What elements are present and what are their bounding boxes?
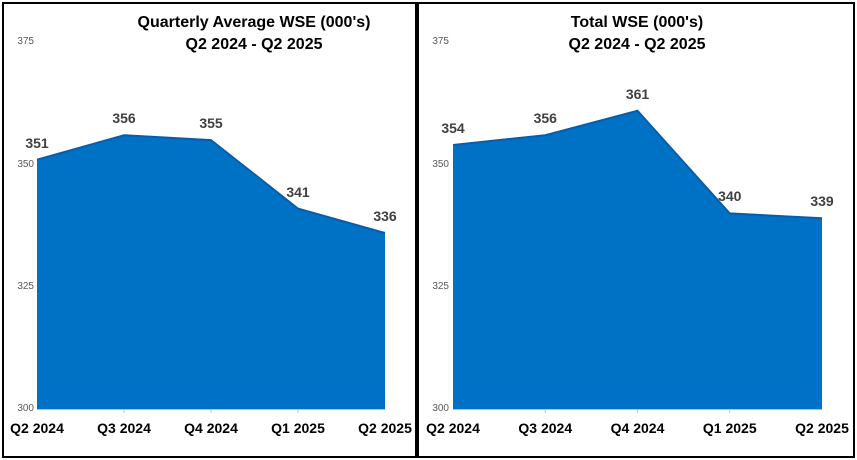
y-axis-label: 375: [17, 36, 34, 48]
y-axis-label: 375: [432, 36, 449, 48]
x-axis-label: Q3 2024: [518, 420, 573, 436]
data-label: 356: [533, 110, 557, 127]
x-axis-label: Q2 2025: [795, 420, 849, 436]
chart-total-wse: Total WSE (000's) Q2 2024 - Q2 2025 375 3…: [417, 2, 855, 458]
y-axis-label: 350: [17, 158, 34, 170]
data-label: 355: [199, 115, 223, 132]
area-plot: [36, 134, 386, 413]
chart-title: Total WSE (000's) Q2 2024 - Q2 2025: [569, 12, 706, 56]
x-axis-label: Q1 2025: [702, 420, 757, 436]
x-axis-label: Q1 2025: [271, 420, 325, 436]
area-series-fill: [453, 110, 822, 410]
y-axis-label: 350: [432, 158, 449, 170]
area-series-outline: [452, 109, 823, 220]
area-series-outline: [36, 134, 386, 234]
y-axis-label: 325: [17, 280, 34, 292]
data-label: 339: [810, 193, 834, 210]
x-axis-label: Q4 2024: [184, 420, 238, 436]
chart-title-line2: Q2 2024 - Q2 2025: [185, 36, 323, 53]
y-axis-label: 325: [432, 280, 449, 292]
area-plot: [452, 109, 823, 413]
data-label: 340: [718, 188, 742, 205]
x-axis-label: Q3 2024: [97, 420, 151, 436]
x-axis-label: Q2 2025: [358, 420, 412, 436]
data-label: 356: [112, 110, 136, 127]
area-series-fill: [37, 135, 385, 409]
chart-title-line2: Q2 2024 - Q2 2025: [568, 36, 706, 53]
data-label: 336: [373, 207, 397, 224]
x-axis-label: Q2 2024: [10, 420, 64, 436]
chart-title-line1: Quarterly Average WSE (000's): [137, 14, 371, 31]
x-axis-label: Q2 2024: [426, 420, 480, 436]
y-axis-label: 300: [17, 403, 34, 414]
chart-quarterly-average-wse: Quarterly Average WSE (000's) Q2 2024 - …: [2, 2, 417, 458]
data-label: 341: [286, 183, 310, 200]
x-axis-label: Q4 2024: [610, 420, 665, 436]
data-label: 354: [441, 119, 465, 136]
data-label: 361: [625, 85, 650, 102]
y-axis-label: 300: [432, 403, 449, 414]
chart-title-line1: Total WSE (000's): [570, 14, 704, 31]
chart-title: Quarterly Average WSE (000's) Q2 2024 - …: [138, 12, 371, 56]
data-label: 351: [25, 134, 49, 151]
